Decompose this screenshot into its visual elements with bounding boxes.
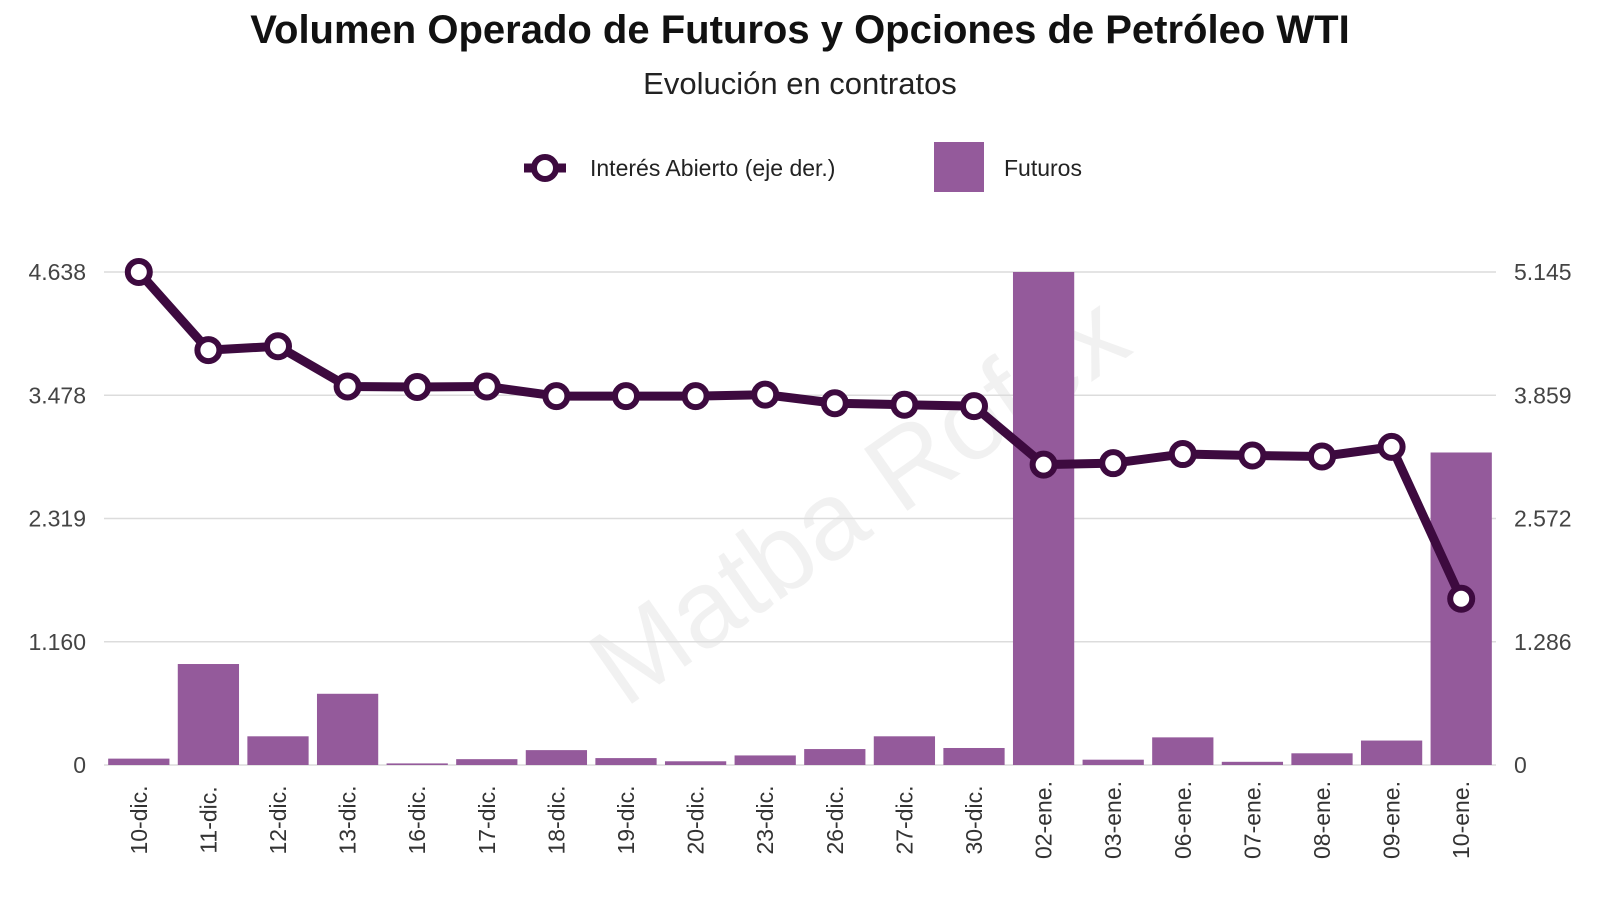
line-point (681, 382, 710, 411)
x-tick-label: 12-dic. (265, 785, 291, 854)
x-tick-label: 13-dic. (335, 785, 361, 854)
y-right-tick-label: 0 (1514, 752, 1527, 778)
bar (1082, 759, 1144, 765)
y-right-tick-label: 5.145 (1514, 259, 1572, 285)
bar (177, 664, 240, 765)
x-tick-label: 27-dic. (891, 785, 917, 854)
bar (456, 759, 518, 765)
x-tick-label: 11-dic. (195, 786, 221, 853)
line-point (1238, 441, 1267, 470)
line-point (1447, 584, 1476, 613)
x-tick-label: 26-dic. (822, 785, 848, 854)
legend-bar-swatch (934, 142, 984, 192)
futuros-bars (108, 272, 1492, 765)
bar (1012, 272, 1075, 765)
y-left-tick-label: 2.319 (28, 506, 86, 532)
bar (1291, 753, 1353, 765)
line-point (264, 332, 292, 361)
bar (873, 736, 936, 765)
x-tick-label: 08-ene. (1309, 781, 1335, 859)
bar (1360, 740, 1423, 765)
bar (1221, 761, 1284, 765)
bar (595, 758, 657, 765)
bar (1152, 737, 1214, 765)
x-tick-label: 07-ene. (1239, 781, 1265, 859)
x-tick-label: 06-ene. (1170, 781, 1196, 859)
bar (386, 763, 448, 765)
x-tick-label: 16-dic. (404, 785, 430, 854)
bar (316, 693, 379, 765)
y-left-tick-label: 0 (73, 752, 86, 778)
legend-label-interes: Interés Abierto (eje der.) (590, 155, 835, 181)
chart-subtitle: Evolución en contratos (643, 66, 957, 101)
line-point (751, 380, 780, 409)
bar (734, 755, 796, 765)
line-point (542, 382, 571, 411)
line-point (820, 389, 849, 418)
bar (664, 761, 727, 765)
legend-label-futuros: Futuros (1004, 155, 1082, 181)
y-right-tick-label: 2.572 (1514, 506, 1572, 532)
line-point (403, 372, 432, 401)
y-left-tick-label: 3.478 (28, 382, 86, 408)
line-point (472, 372, 501, 401)
gridlines (104, 271, 1496, 766)
x-tick-label: 10-ene. (1448, 781, 1474, 859)
x-tick-label: 23-dic. (752, 785, 778, 854)
y-right-tick-label: 3.859 (1514, 382, 1572, 408)
left-y-axis: 0 1.160 2.319 3.478 4.638 (28, 259, 86, 778)
line-point (1168, 440, 1197, 469)
line-point (194, 336, 223, 365)
line-point (890, 390, 919, 419)
line-point (612, 382, 640, 411)
y-left-tick-label: 4.638 (28, 259, 86, 285)
bar (804, 749, 866, 765)
line-point (960, 392, 988, 421)
x-tick-label: 19-dic. (613, 785, 639, 854)
x-tick-label: 03-ene. (1100, 781, 1126, 859)
line-point (1099, 449, 1128, 478)
legend: Interés Abierto (eje der.) Futuros (524, 142, 1082, 192)
bar (525, 750, 588, 765)
x-tick-label: 09-ene. (1379, 781, 1405, 859)
interes-abierto-line (124, 258, 1476, 613)
line-point (1377, 432, 1406, 461)
x-axis: 10-dic. 11-dic. 12-dic. 13-dic. 16-dic. 17-di… (126, 781, 1474, 859)
right-y-axis: 0 1.286 2.572 3.859 5.145 (1514, 259, 1572, 778)
x-tick-label: 30-dic. (961, 785, 987, 854)
x-tick-label: 17-dic. (474, 785, 500, 854)
x-tick-label: 20-dic. (683, 785, 709, 854)
chart-title: Volumen Operado de Futuros y Opciones de… (250, 8, 1350, 52)
line-point (1308, 442, 1336, 471)
line-point (124, 258, 153, 286)
legend-marker-swatch (531, 154, 559, 182)
line-point (333, 372, 362, 401)
bar (943, 747, 1005, 765)
x-tick-label: 10-dic. (126, 785, 152, 854)
x-tick-label: 18-dic. (543, 785, 569, 854)
y-left-tick-label: 1.160 (28, 629, 86, 655)
x-tick-label: 02-ene. (1031, 781, 1057, 859)
bar (247, 736, 309, 765)
bar (108, 758, 170, 765)
y-right-tick-label: 1.286 (1514, 629, 1572, 655)
line-point (1029, 450, 1058, 479)
